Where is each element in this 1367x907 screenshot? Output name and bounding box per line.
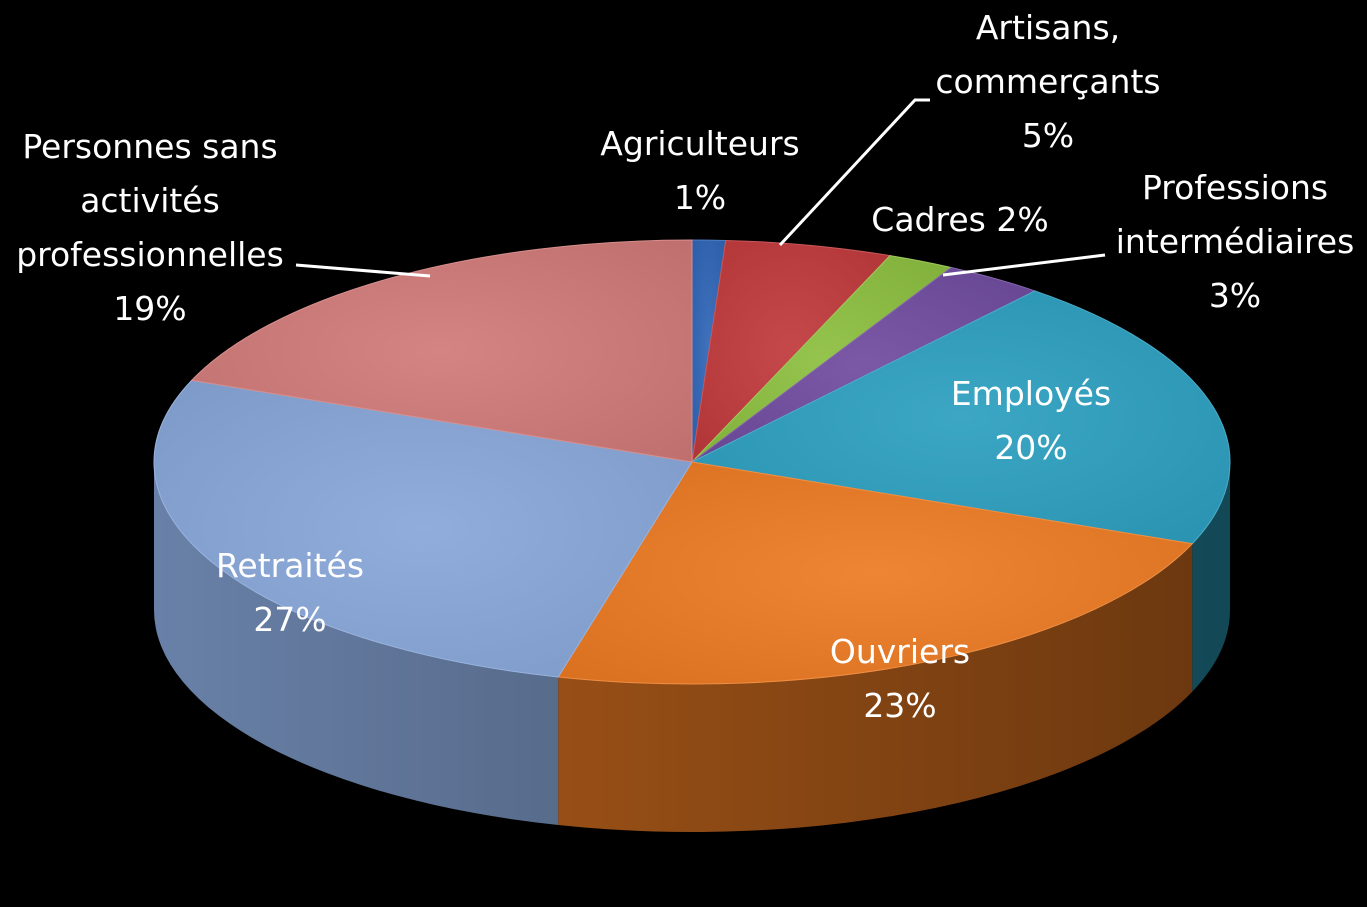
slice-name-label: Ouvriers	[830, 632, 970, 671]
slice-side-retraites	[154, 462, 559, 826]
leader-line-professions-intermediaires	[942, 253, 1106, 277]
slice-value-label: 5%	[1022, 116, 1074, 155]
slice-labels: Agriculteurs 1% Artisans, commerçants 5% Cadr…	[16, 8, 1354, 725]
slice-name-label: intermédiaires	[1116, 222, 1355, 261]
slice-side-ouvriers	[558, 543, 1193, 832]
slice-ouvriers	[557, 461, 1194, 685]
slice-name-label: Artisans,	[976, 8, 1120, 47]
slice-artisans-commercants	[691, 239, 892, 464]
label-group-agriculteurs: Agriculteurs 1%	[600, 124, 799, 217]
slice-name-label: Retraités	[216, 546, 364, 585]
slice-name-label: Personnes sans	[22, 127, 277, 166]
label-group-employes: Employés 20%	[951, 374, 1111, 467]
leader-line-artisans-commercants	[778, 98, 930, 247]
slice-name-label: Cadres 2%	[871, 200, 1048, 239]
slice-name-label: Employés	[951, 374, 1111, 413]
leader-line-personnes-sans-activites-professionnelles	[295, 263, 431, 278]
label-group-retraites: Retraités 27%	[216, 546, 364, 639]
slice-value-label: 20%	[994, 428, 1067, 467]
slice-name-label: activités	[80, 181, 220, 220]
label-group-ouvriers: Ouvriers 23%	[830, 632, 970, 725]
slice-value-label: 3%	[1209, 276, 1261, 315]
label-group-personnes-sans-activites-professionnelles: Personnes sans activités professionnelles 1…	[16, 127, 284, 328]
slice-retraites	[153, 379, 693, 678]
slice-value-label: 1%	[674, 178, 726, 217]
slice-value-label: 23%	[863, 686, 936, 725]
leader-lines	[295, 98, 1106, 278]
pie-sides	[154, 462, 1230, 832]
label-group-artisans-commercants: Artisans, commerçants 5%	[935, 8, 1160, 155]
slice-value-label: 27%	[253, 600, 326, 639]
pie-slices	[153, 239, 1231, 685]
label-group-cadres: Cadres 2%	[871, 200, 1048, 239]
slice-value-label: 19%	[113, 289, 186, 328]
slice-personnes-sans-activites-professionnelles	[190, 239, 693, 463]
slice-side-employes	[1192, 462, 1230, 692]
label-group-professions-intermediaires: Professions intermédiaires 3%	[1116, 168, 1355, 315]
slice-employes	[690, 290, 1231, 545]
slice-name-label: Agriculteurs	[600, 124, 799, 163]
slice-name-label: professionnelles	[16, 235, 284, 274]
slice-name-label: commerçants	[935, 62, 1160, 101]
slice-name-label: Professions	[1142, 168, 1328, 207]
